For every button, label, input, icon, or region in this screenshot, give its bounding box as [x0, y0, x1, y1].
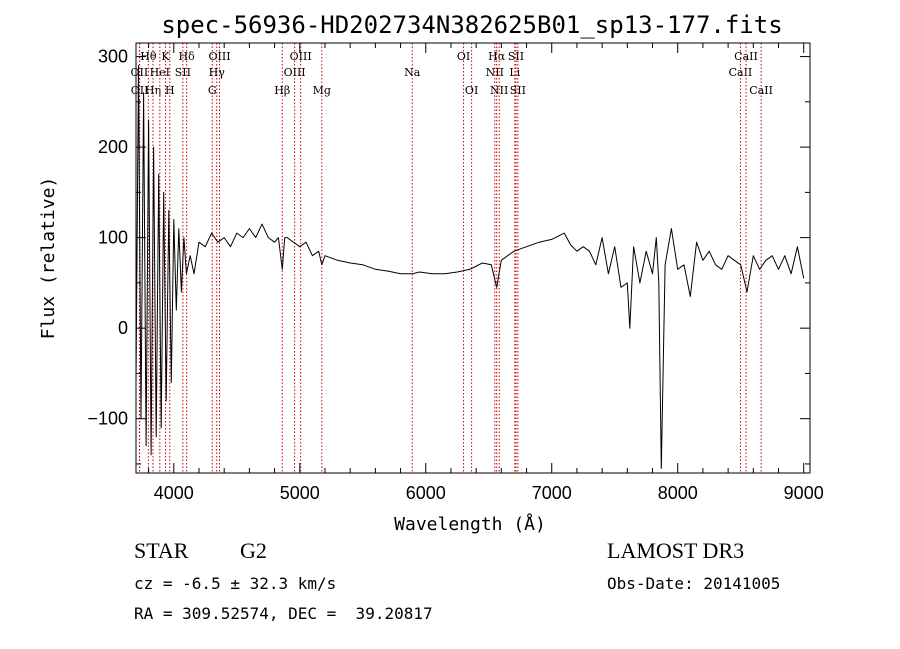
line-marker-label-17: OI	[457, 50, 470, 63]
line-marker-label-27: CaII	[749, 84, 773, 97]
x-tick-label-1: 5000	[280, 483, 320, 503]
x-tick-label-5: 9000	[784, 483, 824, 503]
line-marker-label-26: CaII	[734, 50, 758, 63]
line-marker-label-6: H	[165, 84, 175, 97]
plot-frame	[135, 42, 811, 474]
y-tick-label-4: 300	[98, 47, 128, 67]
line-marker-label-2: Hθ	[140, 50, 157, 63]
x-tick-label-2: 6000	[406, 483, 446, 503]
y-tick-label-0: −100	[87, 409, 128, 429]
redshift-velocity: cz = -6.5 ± 32.3 km/s	[134, 574, 337, 593]
y-tick-label-3: 200	[98, 137, 128, 157]
line-marker-label-14: OIII	[290, 50, 312, 63]
y-tick-label-2: 100	[98, 228, 128, 248]
line-marker-label-9: G	[208, 84, 217, 97]
x-tick-label-3: 7000	[532, 483, 572, 503]
line-marker-label-20: Hα	[488, 50, 506, 63]
x-axis-label: Wavelength (Å)	[394, 513, 546, 535]
line-marker-label-13: OIII	[284, 66, 306, 79]
line-marker-label-7: SII	[175, 66, 191, 79]
observation-date: Obs-Date: 20141005	[607, 574, 781, 593]
line-marker-label-15: Mg	[313, 84, 331, 97]
line-marker-label-18: OI	[465, 84, 478, 97]
line-marker-label-19: NII	[486, 66, 504, 79]
spectrum-line-0	[135, 65, 805, 469]
axis-ticks: 4000 5000 6000 7000 8000 9000 −100 0 100 200 300	[87, 43, 824, 503]
x-tick-label-0: 4000	[154, 483, 194, 503]
line-marker-label-3: Hη	[145, 84, 161, 97]
line-marker-label-12: Hβ	[274, 84, 290, 97]
line-marker-label-24: SII	[510, 84, 526, 97]
spectral-subclass: G2	[240, 538, 267, 563]
survey-name: LAMOST DR3	[607, 538, 745, 563]
x-tick-label-4: 8000	[658, 483, 698, 503]
object-type: STAR	[134, 538, 189, 563]
y-tick-label-1: 0	[118, 318, 128, 338]
line-marker-label-25: CaII	[729, 66, 753, 79]
line-markers: OIIOIIHθHηHeIKHSIIHδGOIIIHγHβOIIIOIIIMgN…	[131, 43, 773, 473]
line-marker-label-11: Hγ	[209, 66, 226, 79]
line-marker-label-16: Na	[404, 66, 421, 79]
line-marker-label-23: SII	[508, 50, 524, 63]
line-marker-label-5: K	[161, 50, 170, 63]
line-marker-label-22: Li	[509, 66, 520, 79]
coordinates: RA = 309.52574, DEC = 39.20817	[134, 604, 433, 623]
chart-title: spec-56936-HD202734N382625B01_sp13-177.f…	[161, 11, 782, 39]
line-marker-label-21: NII	[490, 84, 508, 97]
y-axis-label: Flux (relative)	[38, 177, 59, 340]
line-marker-label-4: HeI	[150, 66, 170, 79]
line-marker-label-10: OIII	[208, 50, 230, 63]
line-marker-label-8: Hδ	[179, 50, 196, 63]
spectrum-series	[135, 65, 805, 469]
